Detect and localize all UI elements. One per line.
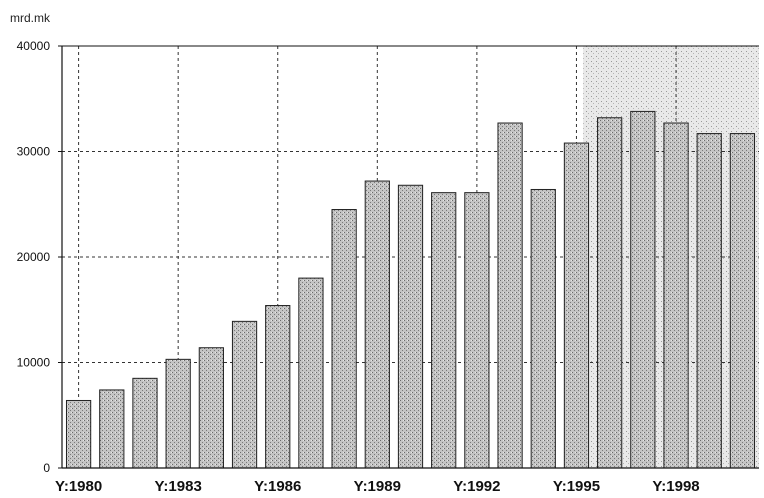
bar-1982 <box>132 377 158 469</box>
y-tick-label: 40000 <box>17 39 51 53</box>
bar-1987 <box>298 277 324 469</box>
bar-1990 <box>397 184 424 469</box>
y-axis-unit-label: mrd.mk <box>10 11 51 25</box>
bar-1994 <box>530 188 556 469</box>
bar-1995 <box>563 142 590 469</box>
x-tick-label: Y:1986 <box>254 478 301 495</box>
bar-1989 <box>364 180 390 469</box>
bar-2000 <box>729 133 756 469</box>
x-tick-label: Y:1980 <box>55 478 102 495</box>
bar-1981 <box>99 389 125 469</box>
bar-1998 <box>663 122 689 469</box>
y-tick-label: 0 <box>43 461 50 475</box>
x-tick-label: Y:1995 <box>553 478 600 495</box>
bar-1996 <box>597 117 623 469</box>
bar-1983 <box>165 358 191 469</box>
bar-1980 <box>65 399 92 469</box>
x-tick-label: Y:1989 <box>354 478 401 495</box>
bar-1993 <box>497 122 523 469</box>
bar-1984 <box>198 347 224 469</box>
y-tick-label: 30000 <box>17 145 51 159</box>
x-tick-label: Y:1992 <box>453 478 500 495</box>
y-tick-label: 10000 <box>17 356 51 370</box>
bar-1985 <box>231 320 258 469</box>
bar-1999 <box>696 133 722 469</box>
x-tick-label: Y:1983 <box>155 478 202 495</box>
bar-1991 <box>431 192 457 469</box>
y-tick-labels: 0 10000 20000 30000 40000 <box>17 39 62 475</box>
bar-1988 <box>331 209 357 469</box>
bars <box>65 110 756 469</box>
bar-1997 <box>630 110 656 469</box>
x-tick-labels: Y:1980 Y:1983 Y:1986 Y:1989 Y:1992 Y:1995 Y:19… <box>55 478 700 495</box>
y-tick-label: 20000 <box>17 250 51 264</box>
bar-1986 <box>265 305 291 469</box>
bar-1992 <box>464 192 490 469</box>
x-tick-label: Y:1998 <box>652 478 699 495</box>
